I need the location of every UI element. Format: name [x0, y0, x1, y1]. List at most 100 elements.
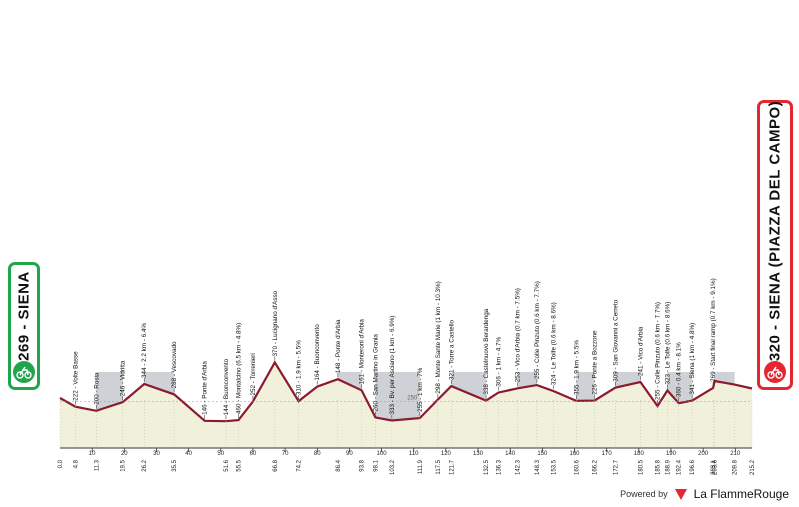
km-marker-label: 209.8 [733, 459, 739, 475]
waypoint-annotation: 309 - San Giovanni a Cerreto [612, 299, 619, 381]
km-marker-label: 142.3 [516, 459, 522, 475]
waypoint-annotation: 324 - Le Tolfe (0.6 km - 8.6%) [551, 302, 558, 385]
km-tick-label: 140 [505, 451, 516, 457]
waypoint-annotation: 333 - Bv. per Asciano (1 km - 6.9%) [389, 316, 396, 415]
waypoint-annotation: 164 - Buonconvento [314, 324, 321, 381]
profile-fill [60, 362, 752, 448]
flamme-rouge-logo-icon [674, 489, 687, 500]
km-tick-label: 70 [282, 451, 289, 457]
waypoint-annotation: 252 - Torrenieri [250, 353, 257, 395]
footer: Powered by La FlammeRouge [620, 487, 789, 501]
km-marker-label: 11.3 [94, 459, 100, 471]
waypoint-annotation: 310 - 1.9 km - 5.5% [296, 340, 303, 395]
km-marker-label: 86.4 [336, 459, 342, 471]
km-tick-label: 30 [153, 451, 160, 457]
km-marker-label: 26.2 [142, 459, 148, 471]
waypoint-annotation: 341 - Siena (1 km - 4.8%) [689, 323, 696, 395]
km-tick-label: 50 [217, 451, 224, 457]
km-marker-label: 132.5 [484, 459, 490, 475]
km-tick-label: 60 [250, 451, 257, 457]
cyclist-icon [13, 361, 35, 383]
annotations: 222 - Volte Basse 200 - Rosia 246 - Vidrit… [72, 278, 717, 420]
waypoint-annotation: 226 - Ponte a Bozzone [591, 330, 598, 395]
km-axis: 10 20 30 40 50 60 70 80 90 100 110 120 130 140 150 160 1… [89, 448, 741, 457]
waypoint-annotation: 255 - Colle Pinzuto (0.6 km - 7.7%) [534, 281, 541, 379]
start-label: 269 - SIENA [15, 271, 33, 361]
km-marker-label: 98.1 [373, 459, 379, 471]
km-tick-label: 130 [473, 451, 484, 457]
waypoint-annotation: 298 - Monte Sante Marie (1 km - 10.3%) [435, 281, 442, 393]
waypoint-annotation: 355 - 1.9 km - 5.5% [573, 340, 580, 395]
km-tick-label: 120 [441, 451, 452, 457]
km-marker-label: 148.3 [535, 459, 541, 475]
km-marker-label: 203.6 [713, 459, 719, 475]
km-marker-label: 4.8 [73, 459, 79, 468]
cyclist-icon [764, 361, 786, 383]
km-tick-label: 40 [185, 451, 192, 457]
km-marker-label: 203.1 [711, 459, 717, 475]
waypoint-annotation: 306 - 1 km - 4.7% [495, 336, 502, 386]
km-marker-label: 66.8 [273, 459, 279, 471]
waypoint-annotation: 161 - Monteroni d'Arbia [359, 319, 366, 385]
waypoint-annotation: 246 - Vidritta [120, 360, 127, 396]
waypoint-annotation: 344 - 2.2 km - 6.4% [141, 323, 148, 378]
km-tick-label: 200 [698, 451, 709, 457]
km-tick-label: 110 [409, 451, 419, 457]
finish-label: 320 - SIENA (PIAZZA DEL CAMPO) [766, 100, 784, 362]
km-tick-label: 170 [602, 451, 613, 457]
km-marker-label: 121.7 [449, 459, 455, 475]
km-marker-label: 188.9 [665, 459, 671, 475]
km-marker-label: 117.5 [436, 459, 442, 474]
start-pin: 269 - SIENA [8, 262, 40, 390]
km-tick-label: 10 [89, 451, 96, 457]
waypoint-annotation: 360 - 0.4 km - 8.1% [676, 342, 683, 397]
km-marker-label: 172.7 [613, 459, 619, 475]
km-marker-label: 153.5 [552, 459, 558, 475]
waypoint-annotation: 148 - Ponte d'Arbia [335, 319, 342, 373]
km-marker-label: 35.5 [172, 459, 178, 471]
km-tick-label: 180 [634, 451, 645, 457]
reference-altitude-label: 250 [407, 396, 418, 402]
powered-by-text: Powered by [620, 489, 668, 499]
waypoint-annotation: 321 - Torre a Castello [448, 319, 455, 380]
km-marker-label: 55.5 [236, 459, 242, 471]
waypoint-annotation: 255 - Colle Pinzuto (0.6 km - 7.7%) [654, 302, 661, 400]
waypoint-annotation: 253 - Vico d'Arbia (0.7 km - 7.5%) [515, 288, 522, 382]
km-marker-label: 166.2 [592, 459, 598, 475]
waypoint-annotation: 370 - Lucignano d'Asso [272, 290, 279, 356]
km-marker-label: 0.0 [58, 459, 64, 468]
waypoint-annotation: 222 - Volte Basse [72, 351, 79, 401]
waypoint-annotation: 288 - Vescovado [171, 341, 178, 388]
km-marker-label: 51.6 [224, 459, 230, 471]
waypoint-annotation: 146 - Ponte d'Arbia [202, 361, 209, 415]
km-marker-label: 136.3 [496, 459, 502, 475]
waypoint-annotation: 460 - Montalcino (6.5 km - 4.8%) [235, 323, 242, 414]
km-tick-label: 190 [666, 451, 677, 457]
km-marker-label: 192.4 [677, 459, 683, 475]
km-marker-label: 196.6 [690, 459, 696, 475]
km-marker-label: 215.2 [750, 459, 756, 475]
km-tick-label: 150 [537, 451, 548, 457]
waypoint-annotation: 260 - San Martino in Grania [372, 334, 379, 412]
km-marker-label: 160.6 [574, 459, 580, 475]
km-tick-label: 160 [569, 451, 580, 457]
km-markers: 0.0 4.8 11.3 19.5 26.2 35.5 51.6 55.5 66.8 74.2 86… [58, 400, 756, 475]
waypoint-annotation: 323 - Le Tolfe (0.6 km - 8.6%) [664, 302, 671, 385]
km-tick-label: 90 [346, 451, 353, 457]
waypoint-annotation: 144 - Buonconvento [223, 358, 230, 415]
waypoint-annotation: 269 - Start final ramp (0.7 km - 9.1%) [710, 278, 717, 382]
waypoint-annotation: 255 - 1 km - 7% [417, 367, 424, 412]
brand-name: La FlammeRouge [693, 487, 789, 501]
km-marker-label: 103.2 [390, 459, 396, 475]
km-tick-label: 20 [121, 451, 128, 457]
waypoint-annotation: 241 - Vico d'Arbia [637, 326, 644, 376]
km-marker-label: 74.2 [297, 459, 303, 471]
waypoint-annotation: 200 - Rosia [93, 372, 100, 405]
finish-pin: 320 - SIENA (PIAZZA DEL CAMPO) [757, 100, 793, 390]
km-marker-label: 93.8 [360, 459, 366, 471]
km-marker-label: 111.9 [418, 459, 424, 474]
km-marker-label: 180.5 [638, 459, 644, 475]
profile-line [59, 360, 753, 423]
km-marker-label: 185.8 [655, 459, 661, 475]
